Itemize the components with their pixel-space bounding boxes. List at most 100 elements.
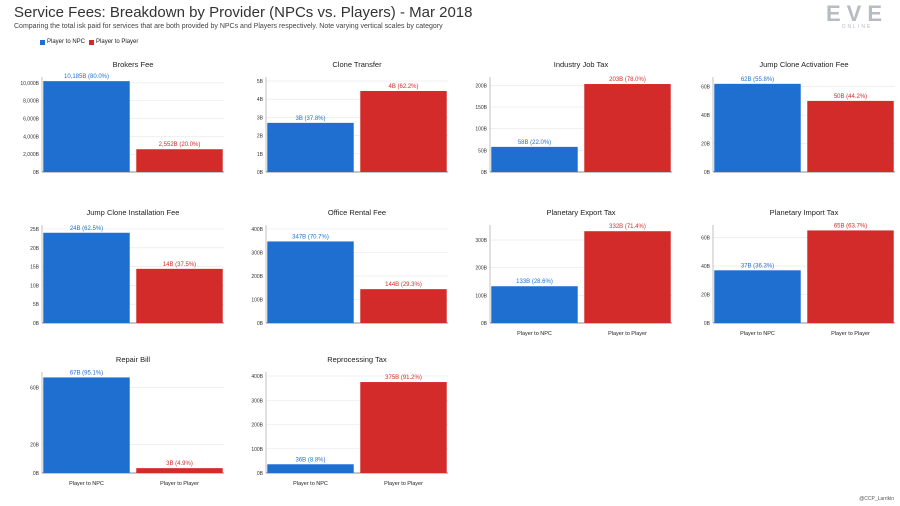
legend: Player to NPC Player to Player [40,39,138,45]
data-label-player-to-npc: 58B (22.0%) [518,140,551,146]
y-tick-label: 2B [257,134,264,140]
y-tick-label: 8,000B [23,99,40,105]
y-tick-label: 60B [701,236,711,242]
x-tick-label: Player to Player [831,331,870,337]
chart-brokers-fee: Brokers Fee 0B 2,000B 4,000B 6,000B 8,000B 10,… [20,60,224,176]
y-tick-label: 0B [33,170,40,176]
y-tick-label: 100B [251,298,263,304]
y-tick-label: 150B [475,105,487,111]
legend-swatch-player [89,39,95,45]
y-tick-label: 100B [475,127,487,133]
y-tick-label: 100B [475,293,487,299]
chart-title: Clone Transfer [332,60,382,69]
eve-online-logo: EVE ONLINE [825,1,888,31]
y-tick-label: 200B [475,266,487,272]
data-label-player-to-player: 203B (78.0%) [609,77,646,83]
data-label-player-to-player: 144B (29.3%) [385,282,422,288]
x-tick-label: Player to Player [384,481,423,487]
x-tick-label: Player to NPC [517,331,552,337]
y-tick-label: 50B [478,148,488,154]
data-label-player-to-npc: 62B (55.8%) [741,77,774,83]
y-tick-label: 10B [30,283,40,289]
legend-label-npc: Player to NPC [47,39,86,45]
chart-title: Office Rental Fee [328,208,386,217]
y-tick-label: 5B [257,79,264,85]
bar-player-to-npc [43,377,130,473]
y-tick-label: 200B [475,83,487,89]
chart-title: Planetary Export Tax [546,208,615,217]
author-credit: @CCP_Larrikin [859,496,894,502]
bar-player-to-player [360,289,447,323]
y-tick-label: 0B [481,170,488,176]
bar-player-to-npc [491,146,578,172]
chart-title: Brokers Fee [113,60,154,69]
y-tick-label: 40B [701,113,711,119]
logo-sub-text: ONLINE [841,24,873,30]
y-tick-label: 2,000B [23,152,40,158]
y-tick-label: 0B [33,471,40,477]
data-label-player-to-player: 3B (4.9%) [166,461,193,467]
chart-planetary-export-tax: Planetary Export Tax 0B 100B 200B 300B 133B (… [475,208,672,337]
y-tick-label: 6,000B [23,116,40,122]
data-label-player-to-npc: 24B (62.5%) [70,226,103,232]
y-tick-label: 60B [701,85,711,91]
chart-jump-clone-installation-fee: Jump Clone Installation Fee 0B 5B 10B 15B 20B… [30,208,224,327]
data-label-player-to-player: 14B (37.5%) [163,262,196,268]
x-tick-label: Player to NPC [69,481,104,487]
y-tick-label: 200B [251,423,263,429]
logo-main-text: EVE [825,1,888,26]
bar-player-to-player [136,149,223,172]
y-tick-label: 100B [251,447,263,453]
chart-planetary-import-tax: Planetary Import Tax 0B 20B 40B 60B 37B (36.3… [701,208,895,337]
chart-office-rental-fee: Office Rental Fee 0B 100B 200B 300B 400B 347B … [251,208,448,327]
y-tick-label: 300B [475,238,487,244]
data-label-player-to-npc: 133B (28.6%) [516,279,553,285]
y-tick-label: 25B [30,227,40,233]
bar-player-to-player [807,100,894,172]
y-tick-label: 200B [251,274,263,280]
data-label-player-to-player: 2,552B (20.0%) [159,142,201,148]
y-tick-label: 40B [701,264,711,270]
y-tick-label: 0B [481,321,488,327]
y-tick-label: 20B [30,442,40,448]
chart-title: Jump Clone Installation Fee [87,208,180,217]
y-tick-label: 400B [251,374,263,380]
y-tick-label: 400B [251,227,263,233]
y-tick-label: 60B [30,385,40,391]
bar-player-to-npc [43,232,130,323]
y-tick-label: 4B [257,97,264,103]
chart-clone-transfer: Clone Transfer 0B 1B 2B 3B 4B 5B 3B (37.8%) 4B (… [257,60,448,176]
y-tick-label: 0B [257,170,264,176]
chart-industry-job-tax: Industry Job Tax 0B 50B 100B 150B 200B 58B (22… [475,60,672,176]
page-subtitle: Comparing the total isk paid for service… [14,23,443,30]
y-tick-label: 20B [701,293,711,299]
data-label-player-to-npc: 10,185B (80.0%) [64,74,109,80]
data-label-player-to-player: 4B (62.2%) [388,84,418,90]
bar-player-to-player [360,382,447,473]
y-tick-label: 20B [701,142,711,148]
y-tick-label: 10,000B [20,81,39,87]
y-tick-label: 1B [257,152,264,158]
legend-item-player-to-npc: Player to NPC [40,39,85,45]
data-label-player-to-player: 50B (44.2%) [834,94,867,100]
y-tick-label: 20B [30,246,40,252]
data-label-player-to-player: 375B (91.2%) [385,375,422,381]
data-label-player-to-npc: 3B (37.8%) [295,116,325,122]
bar-player-to-player [807,230,894,323]
bar-player-to-player [584,84,671,172]
bar-player-to-player [584,231,671,323]
bar-player-to-npc [43,81,130,172]
chart-jump-clone-activation-fee: Jump Clone Activation Fee 0B 20B 40B 60B 62B … [701,60,895,176]
data-label-player-to-npc: 67B (95.1%) [70,370,103,376]
data-label-player-to-player: 332B (71.4%) [609,224,646,230]
data-label-player-to-npc: 347B (70.7%) [292,234,329,240]
y-tick-label: 15B [30,265,40,271]
bar-player-to-player [136,468,223,473]
y-tick-label: 0B [33,321,40,327]
y-tick-label: 0B [257,321,264,327]
x-tick-label: Player to Player [160,481,199,487]
y-tick-label: 4,000B [23,134,40,140]
chart-title: Reprocessing Tax [327,355,387,364]
x-tick-label: Player to NPC [740,331,775,337]
